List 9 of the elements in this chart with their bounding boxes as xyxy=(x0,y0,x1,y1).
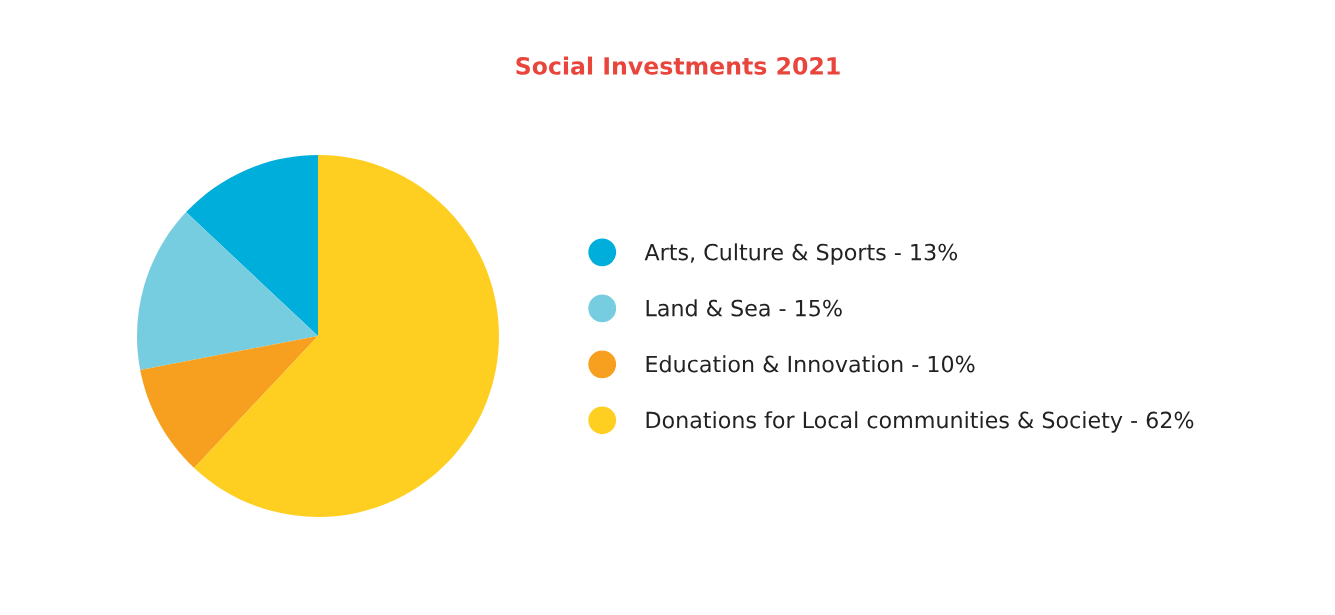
pie-slice xyxy=(137,212,318,370)
chart-title: Social Investments 2021 xyxy=(516,56,840,75)
legend-label: Donations for Local communities & Society - 62% xyxy=(646,411,1194,433)
pie-slice xyxy=(186,155,318,336)
legend-label: Land & Sea - 15% xyxy=(646,299,842,317)
legend-label: Arts, Culture & Sports - 13% xyxy=(644,243,958,265)
legend-label: Education & Innovation - 10% xyxy=(646,355,975,373)
pie-slice xyxy=(140,336,318,468)
pie-slice xyxy=(194,155,499,517)
